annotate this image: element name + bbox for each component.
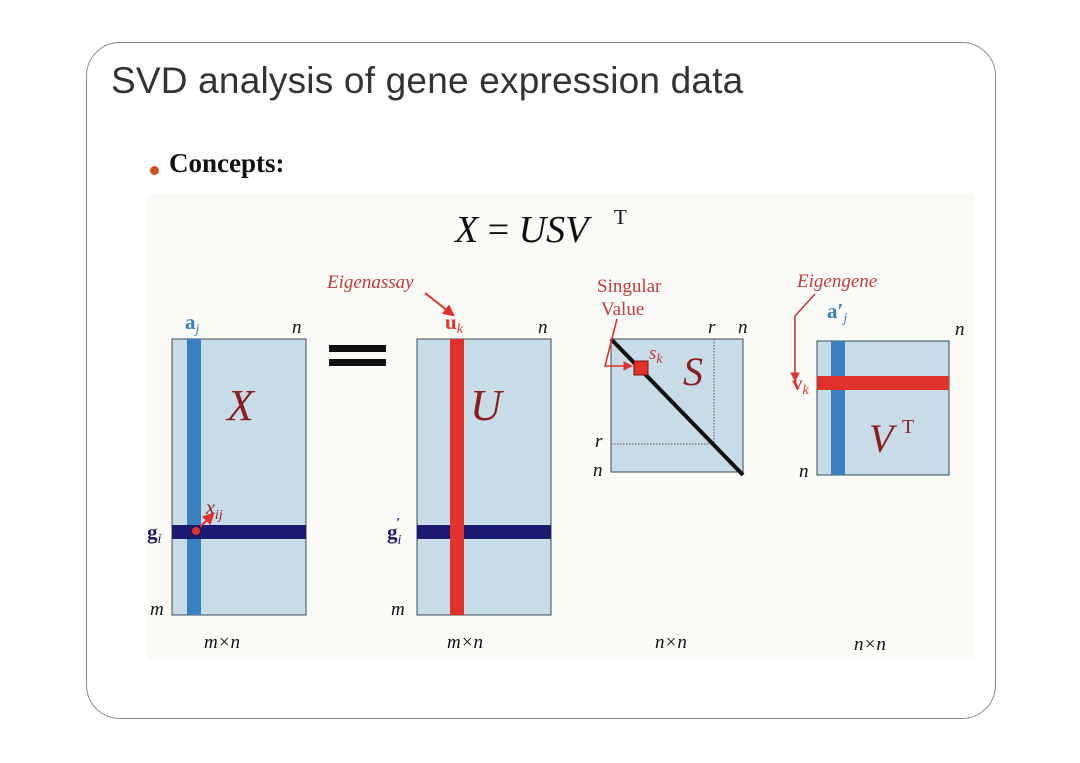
matrix-v-letter: V — [869, 416, 898, 461]
label-a-j: aj — [185, 310, 200, 337]
column-a-prime-j — [831, 341, 845, 475]
label-n-v-left: n — [799, 461, 809, 482]
row-v-k — [817, 376, 949, 390]
label-n: n — [292, 317, 302, 338]
label-r-left: r — [595, 431, 603, 452]
eq-rhs: USV — [519, 209, 592, 251]
diagonal-line — [609, 337, 745, 477]
column-u-k — [450, 339, 464, 615]
label-v-k: vk — [792, 371, 810, 398]
label-n-s-left: n — [593, 460, 603, 481]
label-m: m — [150, 599, 164, 620]
matrix-s: S Singular Value sk r n r n n×n — [593, 276, 748, 653]
svd-diagram: X = USV T X aj n gi xij m m×n U Eigenass… — [147, 194, 974, 660]
label-x-ij: xij — [205, 497, 223, 523]
equals-sign — [329, 345, 386, 366]
label-u-k: uk — [445, 310, 464, 337]
label-s-k: sk — [649, 343, 663, 367]
dim-vt: n×n — [854, 634, 886, 655]
row-g-i — [172, 525, 306, 539]
label-eigengene: Eigengene — [796, 271, 877, 292]
label-g-i-prime: gi′ — [387, 516, 402, 548]
eq-lhs: X — [453, 209, 480, 251]
label-g-i: gi — [147, 520, 162, 547]
row-g-i-prime — [417, 525, 551, 539]
matrix-u: U Eigenassay uk n gi′ m m×n — [326, 272, 552, 653]
label-n-v-top: n — [955, 319, 965, 340]
singular-value-box — [633, 360, 649, 376]
label-value: Value — [601, 299, 644, 320]
label-eigenassay: Eigenassay — [326, 272, 414, 293]
label-m-u: m — [391, 599, 405, 620]
matrix-u-letter: U — [470, 381, 505, 430]
label-r-top: r — [708, 317, 716, 338]
column-a-j — [187, 339, 201, 615]
label-a-prime-j: a′j — [827, 299, 847, 326]
matrix-x: X aj n gi xij m m×n — [147, 310, 307, 653]
dim-u: m×n — [447, 632, 483, 653]
matrix-vt: V T Eigengene a′j vk n n n×n — [790, 271, 965, 655]
slide-title: SVD analysis of gene expression data — [111, 60, 744, 101]
label-n-s-top: n — [738, 317, 748, 338]
matrix-s-letter: S — [683, 349, 703, 394]
svg-text:X = USV: X = USV — [453, 209, 592, 251]
concepts-label: Concepts: — [169, 148, 285, 178]
element-x-ij — [192, 527, 200, 535]
dim-s: n×n — [655, 632, 687, 653]
label-singular: Singular — [597, 276, 662, 297]
matrix-v-transpose: T — [902, 416, 914, 438]
label-n-u: n — [538, 317, 548, 338]
dim-x: m×n — [204, 632, 240, 653]
bullet-dot — [150, 166, 159, 175]
svd-equation: X = USV T — [453, 205, 627, 251]
eq-equals: = — [478, 209, 518, 251]
eq-transpose: T — [614, 205, 627, 229]
matrix-x-letter: X — [225, 381, 256, 430]
